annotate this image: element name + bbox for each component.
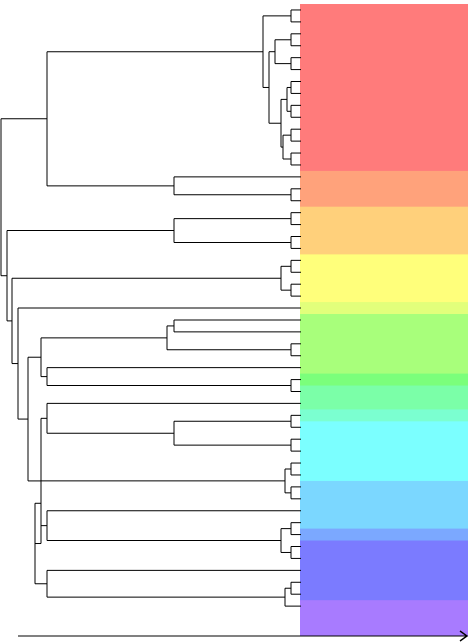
dendrogram-tree xyxy=(0,9,301,607)
color-band-12 xyxy=(300,528,468,542)
color-band-4 xyxy=(300,254,468,303)
color-band-7 xyxy=(300,373,468,387)
color-band-3 xyxy=(300,206,468,255)
color-band-11 xyxy=(300,480,468,530)
color-band-6 xyxy=(300,314,468,375)
color-band-group xyxy=(300,4,468,637)
axis-arrow-icon xyxy=(459,630,469,642)
color-band-10 xyxy=(300,421,468,482)
distance-axis xyxy=(18,630,469,642)
color-band-5 xyxy=(300,302,468,315)
color-band-8 xyxy=(300,385,468,410)
color-band-9 xyxy=(300,409,468,422)
color-band-1 xyxy=(300,4,468,172)
color-band-13 xyxy=(300,540,468,601)
color-band-14 xyxy=(300,600,468,637)
color-band-2 xyxy=(300,170,468,208)
